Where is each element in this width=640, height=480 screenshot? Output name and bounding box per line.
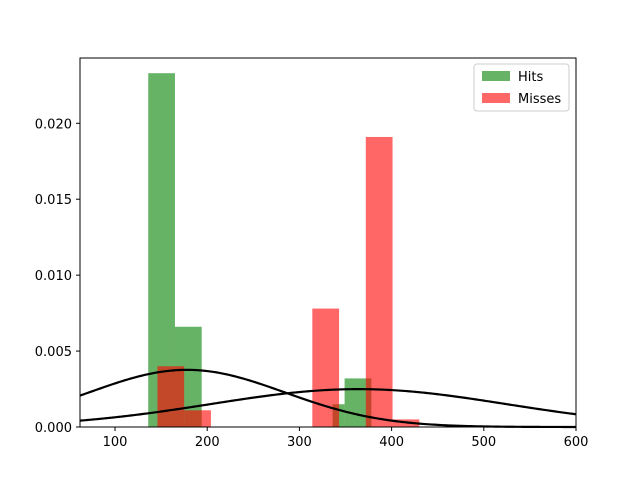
y-tick-label: 0.000 xyxy=(35,421,72,436)
bar-misses-1 xyxy=(184,410,211,427)
x-tick-label: 400 xyxy=(379,435,404,450)
y-tick-label: 0.015 xyxy=(35,193,72,208)
y-tick-label: 0.020 xyxy=(35,117,72,132)
y-tick-label: 0.005 xyxy=(35,345,72,360)
x-tick-label: 100 xyxy=(103,435,128,450)
bar-misses-3 xyxy=(365,136,393,427)
histogram-bars xyxy=(148,73,420,427)
y-axis-ticks: 0.000 0.005 0.010 0.015 0.020 xyxy=(35,117,80,436)
legend-swatch-hits xyxy=(482,71,510,81)
bar-misses-0 xyxy=(157,366,185,427)
density-curve-1 xyxy=(79,388,577,422)
y-tick-label: 0.010 xyxy=(35,269,72,284)
legend-swatch-misses xyxy=(482,93,510,103)
legend-label-misses: Misses xyxy=(518,92,561,107)
x-tick-label: 500 xyxy=(471,435,496,450)
axes-frame xyxy=(79,57,577,428)
x-axis-ticks: 100 200 300 400 500 600 xyxy=(103,427,589,450)
x-tick-label: 600 xyxy=(564,435,589,450)
legend: Hits Misses xyxy=(473,63,570,112)
x-tick-label: 200 xyxy=(195,435,220,450)
legend-label-hits: Hits xyxy=(518,70,543,85)
x-tick-label: 300 xyxy=(287,435,312,450)
